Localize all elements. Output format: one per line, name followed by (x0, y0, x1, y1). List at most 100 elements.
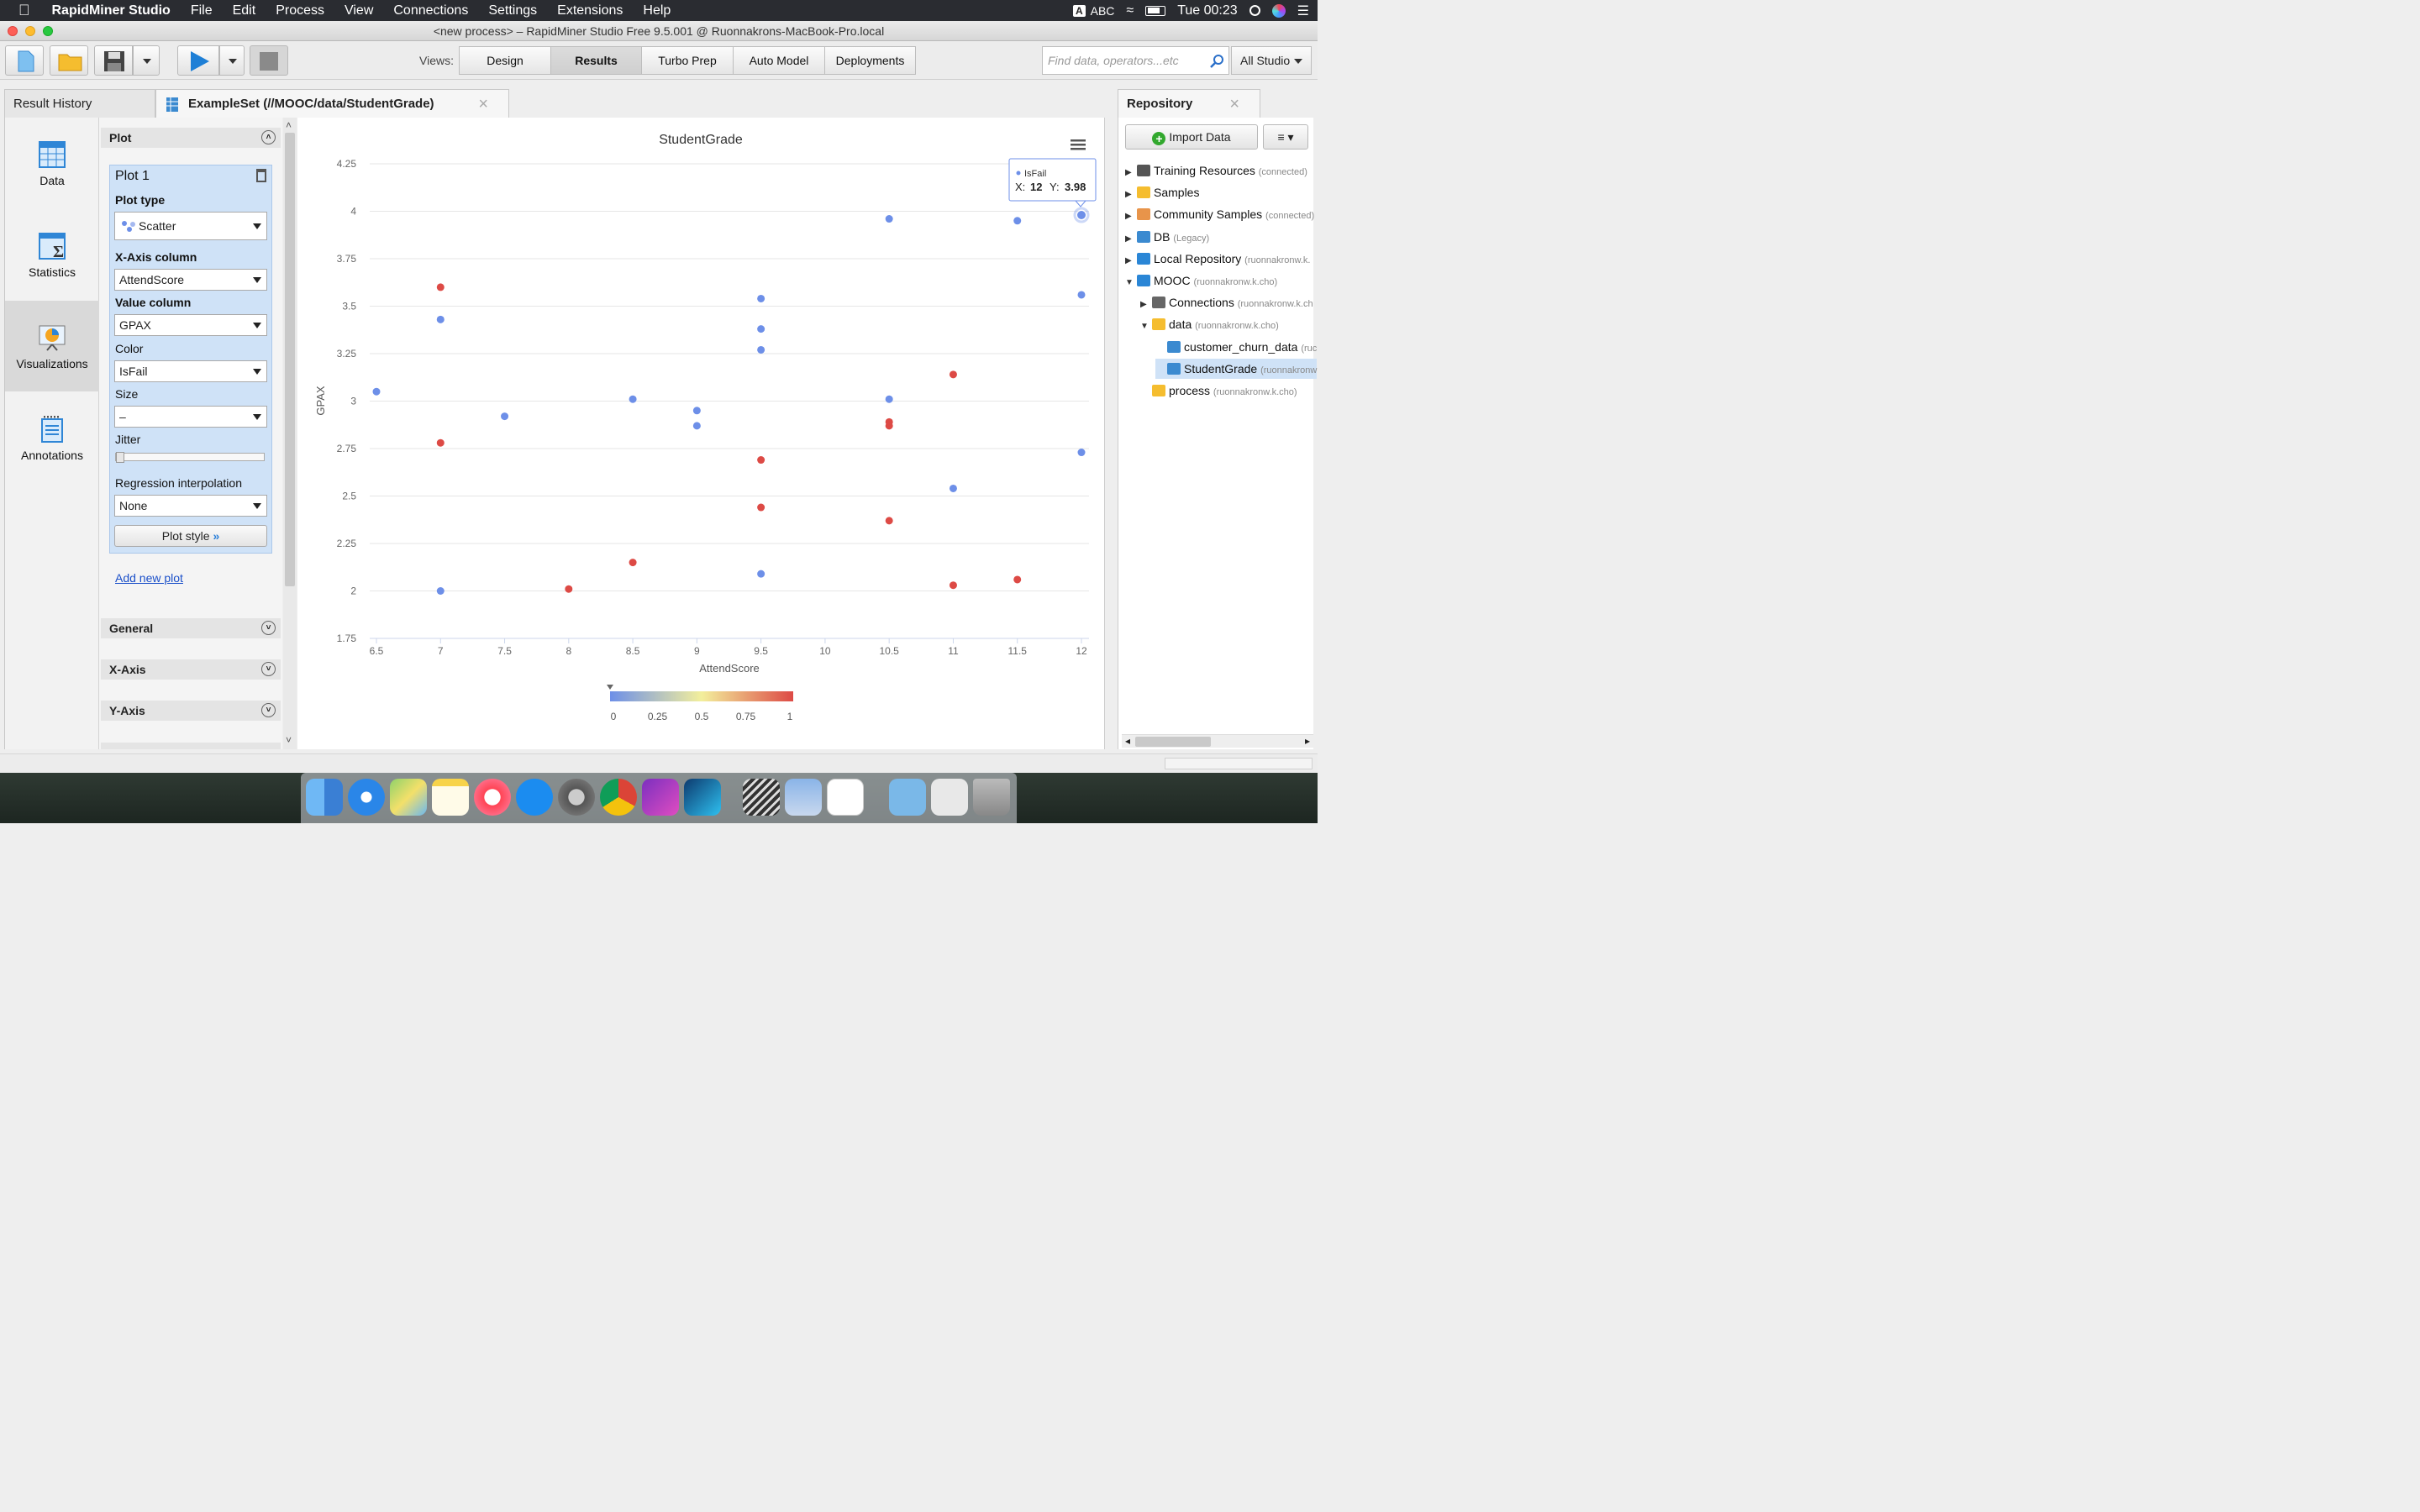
add-new-plot-link[interactable]: Add new plot (115, 571, 183, 585)
next-section-header-partial[interactable] (101, 743, 281, 749)
menu-file[interactable]: File (179, 3, 213, 18)
chrome-icon[interactable] (600, 779, 637, 816)
data-point[interactable] (949, 370, 957, 379)
data-point[interactable] (1076, 210, 1086, 221)
data-point[interactable] (565, 585, 573, 593)
view-results-button[interactable]: Results (550, 46, 642, 75)
data-point[interactable] (885, 422, 893, 430)
scroll-down-icon[interactable]: ˅ (286, 734, 292, 746)
data-point[interactable] (885, 395, 893, 403)
y-axis-section-header[interactable]: Y-Axis ˅ (101, 701, 281, 721)
repository-node[interactable]: customer_churn_data (ruc (1155, 337, 1317, 357)
downloads-folder-icon[interactable] (889, 779, 926, 816)
save-process-button[interactable] (94, 45, 133, 76)
spotlight-search-icon[interactable] (1249, 5, 1260, 16)
new-process-button[interactable] (5, 45, 44, 76)
data-point[interactable] (757, 325, 765, 333)
repository-node[interactable]: ▼ MOOC (ruonnakronw.k.cho) (1125, 270, 1277, 291)
maps-icon[interactable] (390, 779, 427, 816)
value-column-select[interactable]: GPAX (114, 314, 267, 336)
menu-connections[interactable]: Connections (381, 3, 468, 18)
zoom-window-icon[interactable] (43, 26, 53, 36)
run-process-button[interactable] (177, 45, 219, 76)
scroll-left-icon[interactable]: ◂ (1125, 735, 1131, 747)
menu-app[interactable]: RapidMiner Studio (40, 3, 171, 18)
data-point[interactable] (949, 581, 957, 590)
expand-triangle-icon[interactable]: ▶ (1125, 190, 1132, 200)
data-point[interactable] (1077, 291, 1086, 299)
collapse-triangle-icon[interactable]: ▼ (1140, 322, 1149, 332)
general-section-header[interactable]: General ˅ (101, 618, 281, 638)
data-point[interactable] (885, 517, 893, 525)
jitter-slider-handle[interactable] (116, 452, 124, 463)
repository-node[interactable]: ▶ Samples (1125, 182, 1199, 202)
data-point[interactable] (372, 387, 381, 396)
data-point[interactable] (1013, 217, 1022, 225)
expand-triangle-icon[interactable]: ▶ (1140, 300, 1147, 310)
search-icon[interactable] (1209, 54, 1224, 69)
save-options-dropdown[interactable] (133, 45, 160, 76)
x-axis-section-header[interactable]: X-Axis ˅ (101, 659, 281, 680)
data-point[interactable] (436, 283, 445, 291)
view-turbo-prep-button[interactable]: Turbo Prep (641, 46, 734, 75)
plot-style-button[interactable]: Plot style » (114, 525, 267, 547)
menu-view[interactable]: View (333, 3, 373, 18)
data-point[interactable] (629, 395, 637, 403)
repository-node[interactable]: StudentGrade (ruonnakronw (1155, 358, 1318, 379)
expand-triangle-icon[interactable]: ▶ (1125, 212, 1132, 222)
data-point[interactable] (501, 412, 509, 421)
minimize-window-icon[interactable] (25, 26, 35, 36)
affinity-designer-icon[interactable] (684, 779, 721, 816)
run-options-dropdown[interactable] (219, 45, 245, 76)
color-select[interactable]: IsFail (114, 360, 267, 382)
sidebar-item-statistics[interactable]: Σ Statistics (5, 209, 99, 300)
repository-node[interactable]: ▶ DB (Legacy) (1125, 227, 1209, 247)
affinity-photo-icon[interactable] (642, 779, 679, 816)
expand-triangle-icon[interactable]: ▶ (1125, 255, 1132, 265)
expand-triangle-icon[interactable]: ▶ (1125, 168, 1132, 177)
data-point[interactable] (692, 422, 701, 430)
siri-icon[interactable] (1271, 3, 1286, 18)
scroll-right-icon[interactable]: ▸ (1304, 735, 1310, 747)
menu-settings[interactable]: Settings (476, 3, 537, 18)
data-point[interactable] (436, 438, 445, 447)
scroll-up-icon[interactable]: ˄ (286, 119, 292, 131)
view-deployments-button[interactable]: Deployments (824, 46, 916, 75)
preview-icon[interactable] (785, 779, 822, 816)
scrollbar-thumb[interactable] (285, 133, 295, 586)
collapse-triangle-icon[interactable]: ▼ (1125, 278, 1134, 287)
close-window-icon[interactable] (8, 26, 18, 36)
repository-node[interactable]: ▼ data (ruonnakronw.k.cho) (1140, 314, 1279, 334)
expand-icon[interactable]: ˅ (261, 621, 276, 635)
import-data-button[interactable]: + Import Data (1125, 124, 1258, 150)
plot-section-header[interactable]: Plot ˄ (101, 128, 281, 148)
menu-help[interactable]: Help (631, 3, 671, 18)
data-point[interactable] (757, 503, 765, 512)
repository-node[interactable]: ▶ Local Repository (ruonnakronw.k. (1125, 249, 1310, 269)
plot-type-select[interactable]: Scatter (114, 212, 267, 240)
battery-icon[interactable] (1145, 5, 1166, 16)
sidebar-item-visualizations[interactable]: Visualizations (5, 301, 99, 391)
data-point[interactable] (949, 484, 957, 492)
expand-icon[interactable]: ˅ (261, 662, 276, 676)
menu-process[interactable]: Process (264, 3, 324, 18)
data-point[interactable] (629, 559, 637, 567)
numbers-icon[interactable] (827, 779, 864, 816)
delete-plot-icon[interactable] (256, 169, 266, 182)
notification-center-icon[interactable]: ☰ (1297, 3, 1309, 18)
trash-icon[interactable] (973, 779, 1010, 816)
apple-icon[interactable]:  (0, 2, 42, 19)
data-point[interactable] (757, 456, 765, 465)
music-icon[interactable] (474, 779, 511, 816)
collapse-icon[interactable]: ˄ (261, 130, 276, 144)
search-scope-dropdown[interactable]: All Studio (1231, 46, 1312, 75)
jitter-slider[interactable] (115, 452, 265, 463)
global-search-input[interactable]: Find data, operators...etc (1042, 46, 1229, 75)
close-tab-icon[interactable]: × (1229, 95, 1239, 113)
size-select[interactable]: – (114, 406, 267, 428)
finder-icon[interactable] (306, 779, 343, 816)
scrollbar-thumb[interactable] (1135, 737, 1211, 747)
system-preferences-icon[interactable] (558, 779, 595, 816)
app-store-icon[interactable] (516, 779, 553, 816)
menubar-clock[interactable]: Tue 00:23 (1177, 3, 1238, 18)
